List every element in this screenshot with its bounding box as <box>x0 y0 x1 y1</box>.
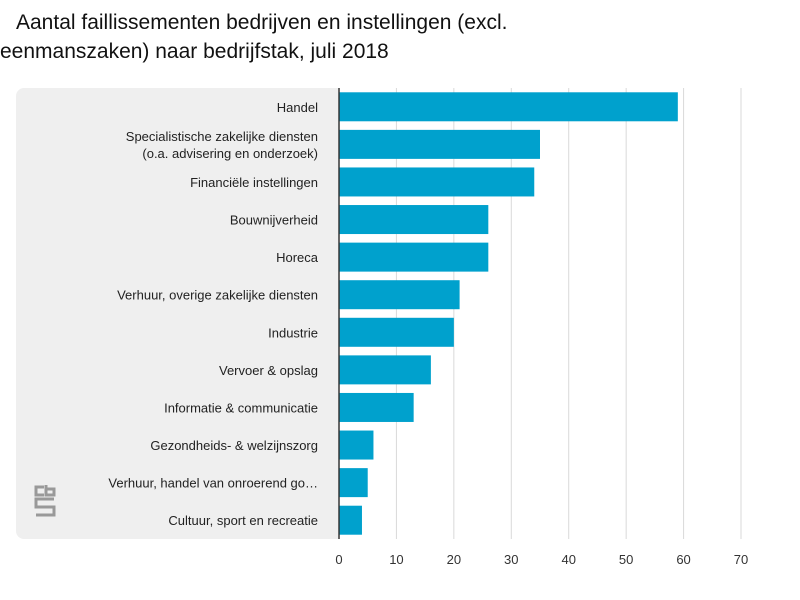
bar <box>339 468 368 498</box>
x-tick-label: 0 <box>335 552 342 567</box>
bar <box>339 92 678 122</box>
category-label: Specialistische zakelijke diensten <box>126 129 318 144</box>
x-tick-label: 20 <box>447 552 461 567</box>
bar <box>339 392 414 422</box>
category-label: Horeca <box>276 250 319 265</box>
chart-title-line-2: eenmanszaken) naar bedrijfstak, juli 201… <box>0 40 389 63</box>
cbs-logo-icon <box>34 485 56 517</box>
bar <box>339 505 362 535</box>
category-label: Handel <box>277 100 318 115</box>
bar <box>339 430 374 460</box>
category-label: Informatie & communicatie <box>164 400 318 415</box>
x-tick-label: 70 <box>734 552 748 567</box>
bar <box>339 242 489 272</box>
category-label: Bouwnijverheid <box>230 213 318 228</box>
bar <box>339 167 535 197</box>
category-label-panel <box>16 88 338 539</box>
x-tick-label: 10 <box>389 552 403 567</box>
bar <box>339 129 540 159</box>
category-label: Verhuur, handel van onroerend go… <box>108 476 318 491</box>
category-label: (o.a. advisering en onderzoek) <box>142 146 318 161</box>
category-label: Cultuur, sport en recreatie <box>168 513 318 528</box>
bar <box>339 280 460 310</box>
category-label: Industrie <box>268 325 318 340</box>
category-label: Gezondheids- & welzijnszorg <box>150 438 318 453</box>
category-label: Vervoer & opslag <box>219 363 318 378</box>
bar <box>339 205 489 235</box>
x-tick-label: 50 <box>619 552 633 567</box>
chart-title: Aantal faillissementen bedrijven en inst… <box>0 8 800 66</box>
bar <box>339 355 431 385</box>
x-tick-label: 30 <box>504 552 518 567</box>
x-tick-label: 40 <box>561 552 575 567</box>
x-tick-label: 60 <box>676 552 690 567</box>
bar <box>339 317 454 347</box>
chart-title-line-1: Aantal faillissementen bedrijven en inst… <box>16 11 508 34</box>
category-label: Verhuur, overige zakelijke diensten <box>117 288 318 303</box>
category-label: Financiële instellingen <box>190 175 318 190</box>
